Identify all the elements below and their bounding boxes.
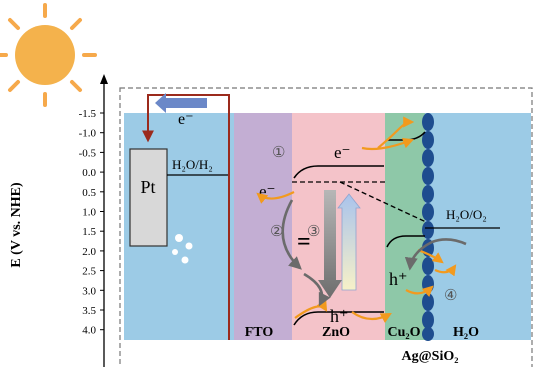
step-4-label: ④ bbox=[444, 288, 457, 304]
h2o-region bbox=[425, 113, 531, 340]
y-tick-label: 2.0 bbox=[82, 246, 96, 258]
y-tick-label: 3.5 bbox=[82, 305, 96, 317]
y-axis: -1.5 -1.0 -0.5 0.0 0.5 1.0 1.5 2.0 2.5 3.0 3.5 4.0 bbox=[79, 74, 108, 367]
zno-electron-label: e⁻ bbox=[334, 143, 351, 162]
fto-label: FTO bbox=[245, 325, 274, 340]
o2-redox-label: H₂O/O₂ bbox=[446, 207, 487, 222]
sun-icon bbox=[0, 3, 97, 107]
zno-valence-band bbox=[293, 311, 384, 326]
electron-flow-arrow bbox=[155, 93, 207, 113]
cu2o-valence-band bbox=[386, 235, 425, 248]
external-circuit bbox=[142, 93, 230, 340]
cu2o-label: Cu₂O bbox=[388, 325, 421, 340]
circuit-electron-label: e⁻ bbox=[178, 111, 194, 128]
equilibrium-symbol: = bbox=[297, 229, 311, 255]
recombination-arrow bbox=[318, 190, 342, 298]
pt-electrode bbox=[129, 148, 168, 247]
h2-redox-label: H₂O/H₂ bbox=[172, 157, 213, 172]
charge-transfer-arrows bbox=[256, 116, 457, 324]
step-2-label: ② bbox=[270, 224, 283, 240]
cell-frame bbox=[119, 87, 533, 367]
recombination-curves bbox=[281, 199, 467, 307]
y-tick-label: -0.5 bbox=[79, 147, 97, 159]
hydrogen-bubbles bbox=[172, 234, 193, 264]
zno-label: ZnO bbox=[322, 325, 350, 340]
cu2o-layer bbox=[385, 113, 425, 340]
cu2o-hole-label: h⁺ bbox=[389, 269, 408, 289]
y-tick-label: -1.5 bbox=[79, 108, 97, 120]
ag-sio2-label: Ag@SiO₂ bbox=[402, 349, 459, 364]
excitation-arrow bbox=[337, 193, 361, 291]
y-tick-label: 0.0 bbox=[82, 167, 96, 179]
y-tick-label: -1.0 bbox=[79, 128, 97, 140]
step-1-label: ① bbox=[272, 145, 285, 161]
y-axis-title: E (V vs. NHE) bbox=[9, 182, 24, 268]
zno-hole-label: h⁺ bbox=[330, 306, 349, 326]
zno-layer bbox=[292, 113, 385, 340]
y-tick-label: 3.0 bbox=[82, 285, 96, 297]
pt-label: Pt bbox=[140, 177, 155, 197]
y-tick-label: 4.0 bbox=[82, 325, 96, 337]
zno-conduction-band bbox=[293, 165, 384, 179]
step-3-label: ③ bbox=[307, 224, 320, 240]
y-tick-label: 2.5 bbox=[82, 266, 96, 278]
y-tick-label: 1.5 bbox=[82, 226, 96, 238]
y-tick-label: 1.0 bbox=[82, 207, 96, 219]
h2o-label: H₂O bbox=[453, 325, 479, 340]
y-tick-label: 0.5 bbox=[82, 187, 96, 199]
